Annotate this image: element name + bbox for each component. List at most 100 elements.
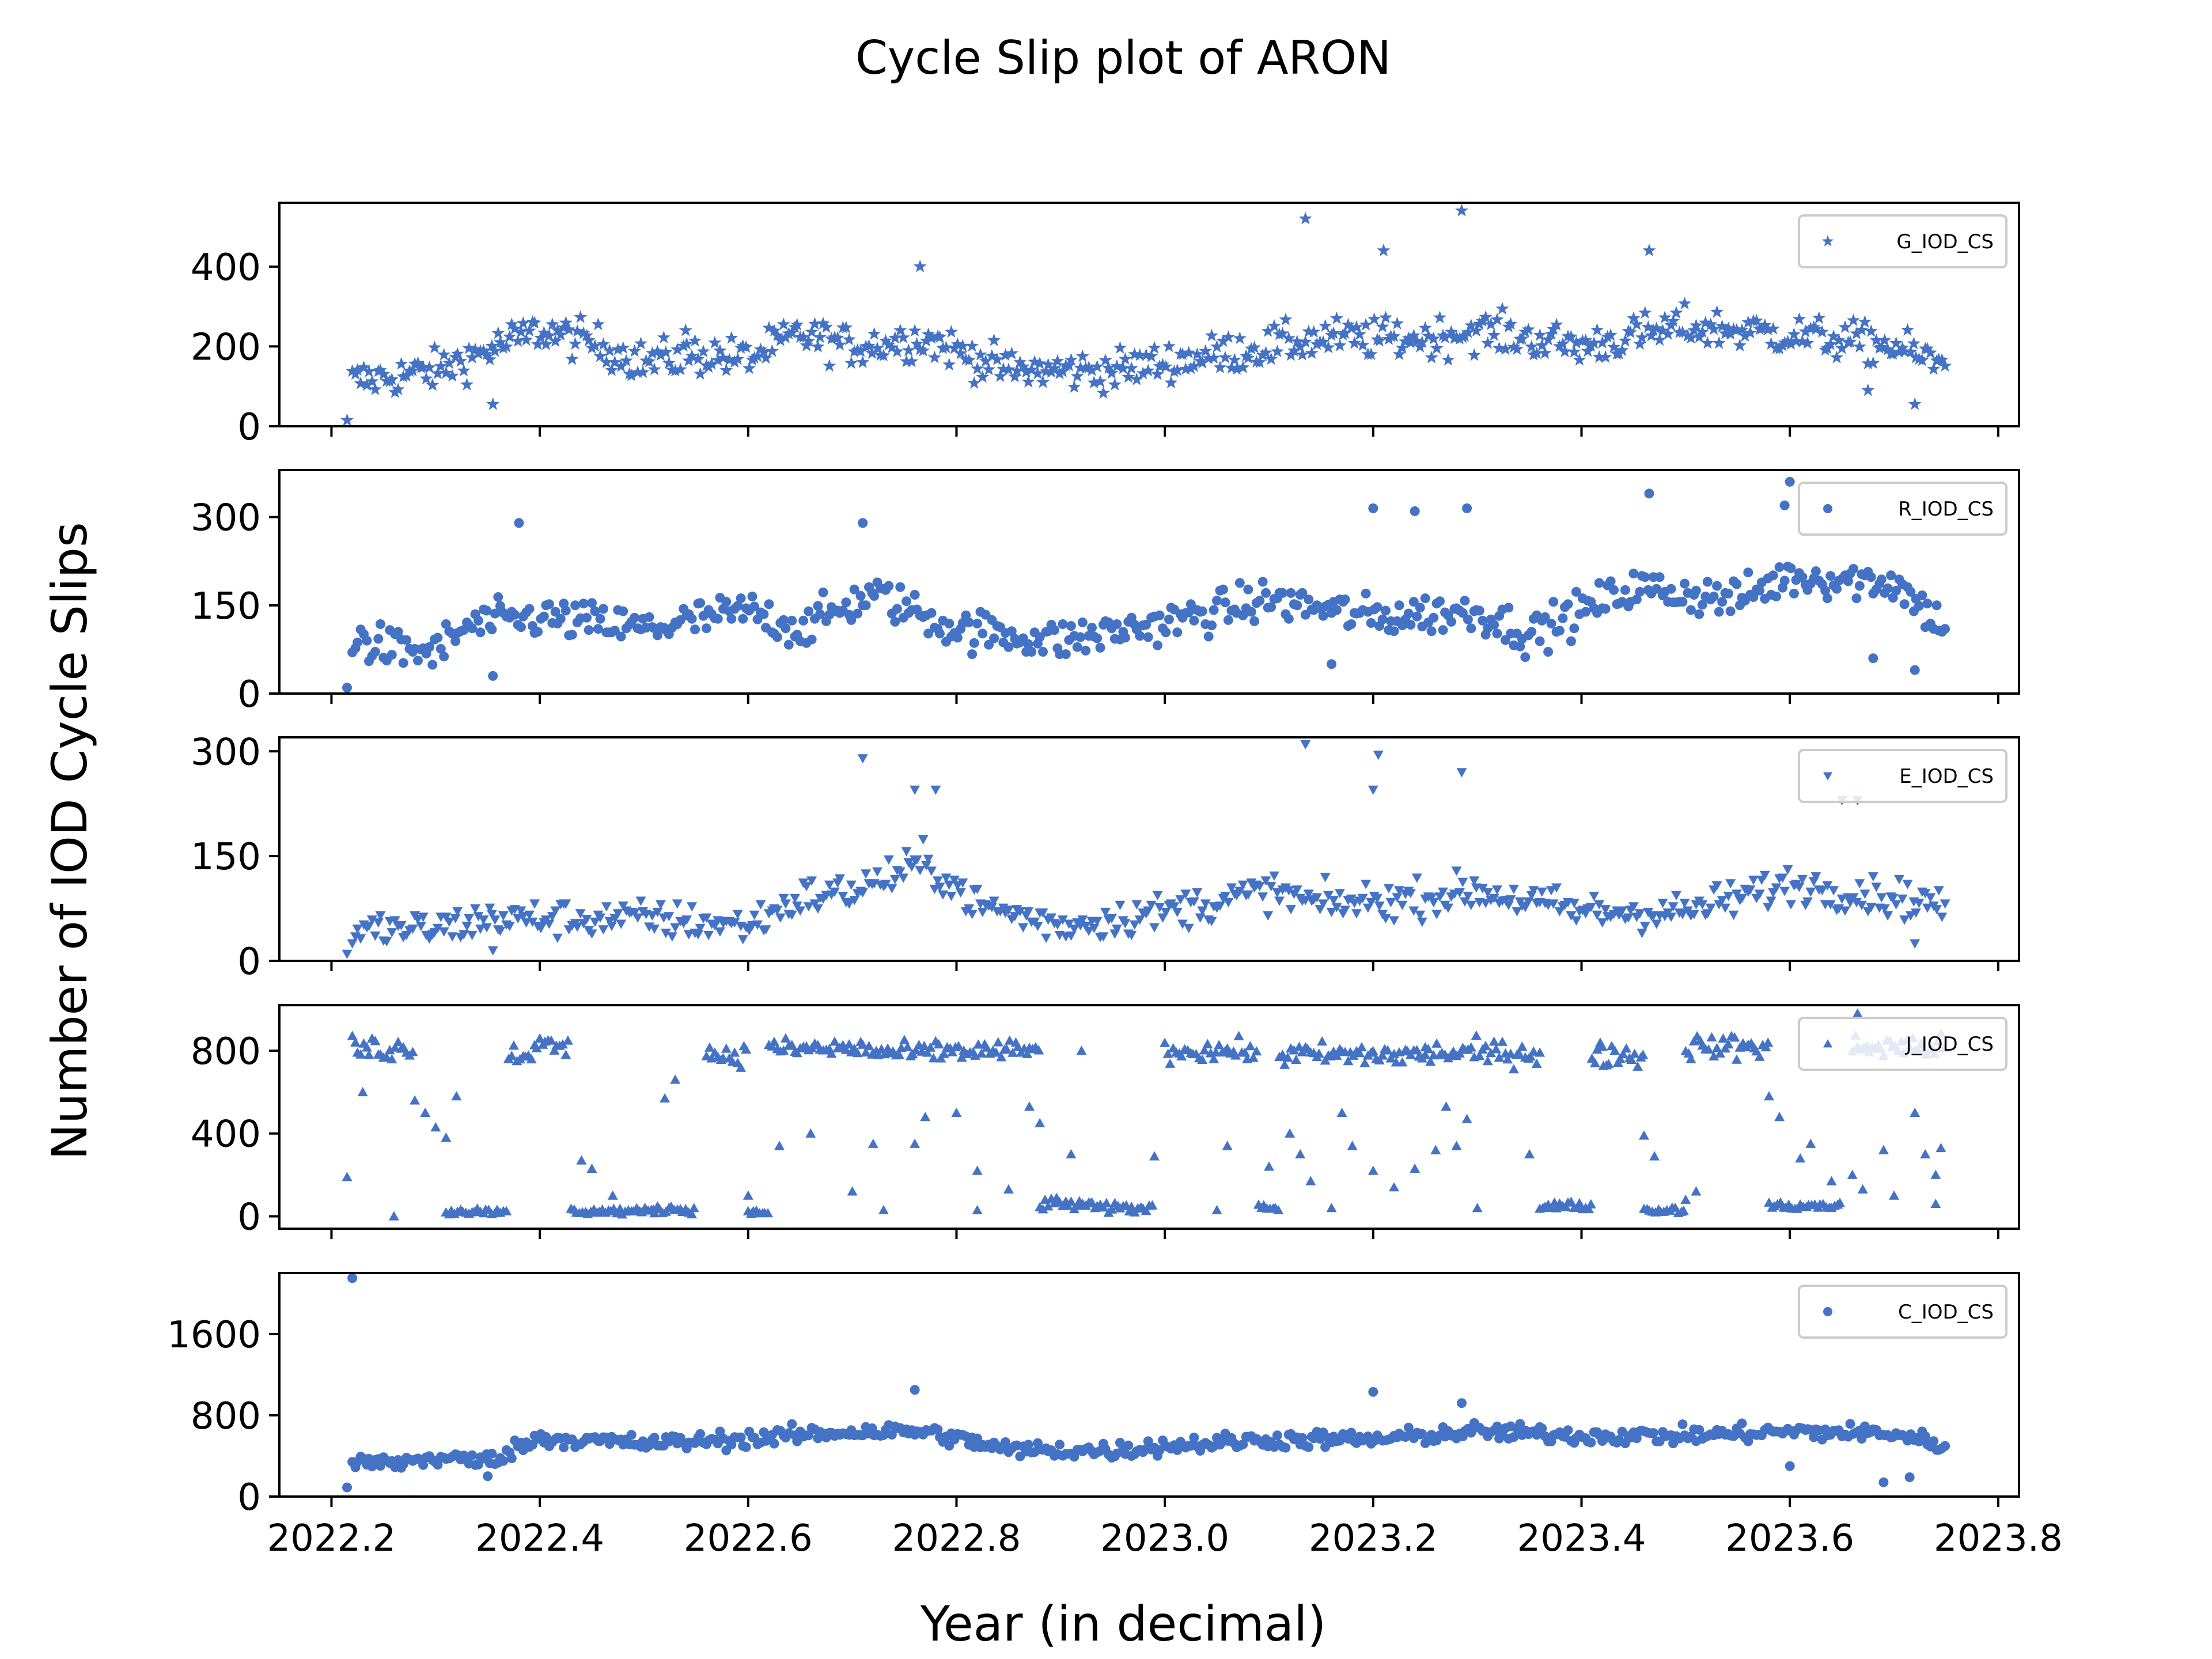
data-point [1420, 1050, 1431, 1059]
data-point [1304, 1442, 1314, 1452]
data-point [915, 866, 926, 876]
axes-frame [278, 1004, 2020, 1230]
data-point [1020, 365, 1033, 378]
data-point [1640, 572, 1650, 582]
data-point [1843, 576, 1853, 586]
data-point [389, 916, 400, 926]
data-point [1261, 324, 1275, 337]
data-point [618, 606, 628, 616]
data-point [1418, 321, 1432, 334]
data-point [795, 906, 806, 916]
data-point [1849, 564, 1858, 574]
data-point [1461, 1113, 1472, 1123]
data-point [1830, 350, 1844, 363]
data-point [853, 608, 863, 619]
data-point [1075, 349, 1089, 362]
data-point [1164, 376, 1178, 389]
data-point [420, 1107, 431, 1117]
data-point [1064, 353, 1078, 366]
data-point [450, 636, 461, 646]
data-point [608, 355, 622, 368]
data-point [1810, 872, 1821, 882]
data-point [1815, 325, 1829, 338]
legend-label: G_IOD_CS [1896, 230, 1994, 253]
data-point [885, 340, 899, 354]
data-point [1781, 335, 1795, 347]
data-point [342, 1482, 352, 1493]
data-point [1266, 602, 1277, 612]
data-point [890, 344, 904, 358]
data-point [467, 623, 478, 634]
data-point [1510, 342, 1524, 355]
data-point [1487, 328, 1501, 341]
data-point [351, 363, 365, 376]
data-point [708, 336, 722, 349]
axes-frame [278, 736, 2020, 962]
data-point [1785, 476, 1795, 487]
data-point [432, 923, 443, 933]
data-point [1915, 353, 1929, 366]
data-point [1136, 366, 1150, 380]
data-point [902, 596, 912, 607]
data-point [1347, 336, 1361, 349]
data-point [1433, 310, 1447, 324]
data-points [340, 203, 1952, 426]
data-point [987, 333, 1001, 346]
data-point [680, 337, 694, 350]
legend-marker [1823, 772, 1832, 781]
data-point [1861, 357, 1875, 370]
data-point [1426, 893, 1437, 903]
legend-label: E_IOD_CS [1899, 765, 1994, 788]
data-point [1508, 884, 1519, 895]
data-point [949, 876, 960, 885]
data-point [695, 1429, 706, 1439]
data-point [1248, 340, 1262, 354]
data-point [1123, 1440, 1134, 1450]
data-point [1657, 899, 1668, 908]
data-point [926, 866, 937, 876]
data-point [829, 1036, 840, 1046]
data-point [1457, 877, 1468, 887]
data-point [346, 364, 359, 377]
data-point [1305, 346, 1319, 359]
data-point [719, 363, 733, 376]
data-point [454, 354, 468, 367]
data-point [790, 893, 801, 903]
data-point [1052, 920, 1063, 930]
data-point [467, 1450, 478, 1460]
data-point [775, 913, 786, 923]
data-point [696, 344, 710, 358]
data-point [1741, 315, 1755, 328]
data-point [1535, 1047, 1546, 1057]
data-point [1278, 588, 1287, 598]
data-point [511, 334, 525, 347]
data-point [1261, 588, 1271, 598]
data-point [1160, 1037, 1171, 1047]
data-point [1143, 1436, 1153, 1446]
data-point [770, 328, 784, 342]
data-point [1285, 905, 1296, 915]
data-point [801, 882, 812, 892]
data-point [1023, 639, 1033, 649]
data-point [1515, 641, 1525, 652]
data-point [1074, 361, 1088, 374]
data-point [445, 369, 459, 382]
data-points [342, 476, 1950, 693]
data-point [508, 1040, 519, 1050]
data-point [1441, 1101, 1452, 1111]
data-point [1678, 297, 1692, 310]
data-point [482, 605, 492, 616]
data-point [574, 310, 588, 323]
data-point [1628, 569, 1639, 579]
data-point [1735, 323, 1749, 336]
data-point [1725, 879, 1736, 889]
data-point [431, 366, 445, 380]
data-point [1018, 923, 1029, 933]
data-point [811, 340, 825, 353]
data-point [584, 625, 594, 635]
data-point [1116, 361, 1130, 374]
y-tick-label: 400 [191, 247, 261, 289]
data-point [387, 1054, 397, 1063]
data-point [868, 327, 881, 340]
data-point [539, 611, 549, 622]
